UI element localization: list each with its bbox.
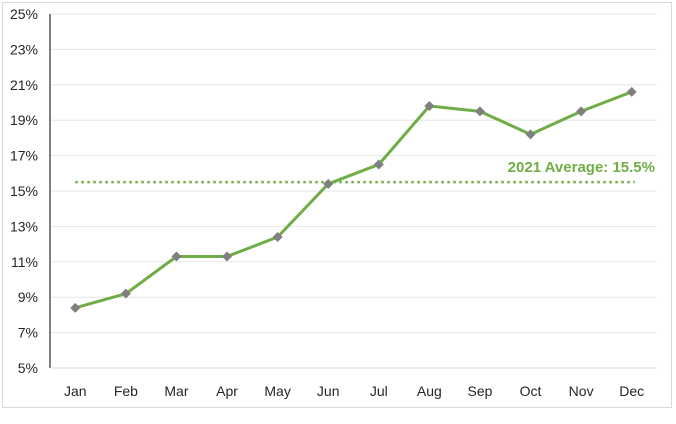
y-tick-label: 21% xyxy=(10,77,38,93)
x-tick-label: Nov xyxy=(569,383,594,399)
y-tick-label: 19% xyxy=(10,112,38,128)
y-tick-label: 23% xyxy=(10,41,38,57)
y-tick-label: 7% xyxy=(18,325,38,341)
data-point-marker xyxy=(171,251,182,262)
data-point-marker xyxy=(272,232,283,243)
data-point-marker xyxy=(626,86,637,97)
y-tick-labels: 5% 7% 9% 11% 13% 15% 17% 19% 21% 23% 25% xyxy=(10,6,38,376)
x-tick-label: Jul xyxy=(370,383,388,399)
y-tick-label: 9% xyxy=(18,289,38,305)
y-tick-label: 11% xyxy=(11,254,38,270)
axes xyxy=(49,14,657,369)
data-point-marker xyxy=(474,106,485,117)
chart-frame xyxy=(2,2,672,408)
x-tick-label: Jan xyxy=(64,383,87,399)
data-point-marker xyxy=(424,101,435,112)
data-point-marker xyxy=(323,178,334,189)
x-tick-labels: Jan Feb Mar Apr May Jun Jul Aug Sep Oct Nov Dec xyxy=(64,383,644,399)
x-tick-label: Feb xyxy=(114,383,138,399)
data-point-marker xyxy=(120,288,131,299)
x-tick-label: Apr xyxy=(216,383,238,399)
x-tick-label: Mar xyxy=(164,383,188,399)
gridlines xyxy=(50,13,657,334)
x-tick-label: Dec xyxy=(619,383,644,399)
x-tick-label: Jun xyxy=(317,383,340,399)
y-tick-label: 25% xyxy=(10,6,38,22)
average-reference: 2021 Average: 15.5% xyxy=(75,159,655,184)
x-tick-label: Aug xyxy=(417,383,442,399)
y-tick-label: 5% xyxy=(18,360,38,376)
data-point-marker xyxy=(525,129,536,140)
y-tick-label: 15% xyxy=(10,183,38,199)
x-tick-label: Oct xyxy=(520,383,542,399)
data-point-marker xyxy=(222,251,233,262)
series-line xyxy=(73,90,634,310)
x-tick-label: May xyxy=(264,383,290,399)
x-tick-label: Sep xyxy=(467,383,492,399)
average-label: 2021 Average: 15.5% xyxy=(508,159,655,176)
series xyxy=(70,86,637,313)
data-point-marker xyxy=(373,159,384,170)
data-point-marker xyxy=(70,302,81,313)
y-tick-label: 13% xyxy=(10,218,38,234)
data-point-marker xyxy=(576,106,587,117)
y-tick-label: 17% xyxy=(10,148,38,164)
